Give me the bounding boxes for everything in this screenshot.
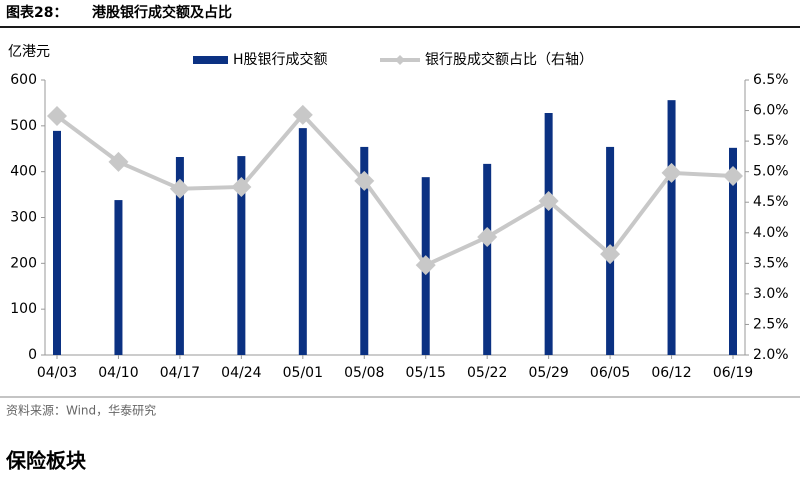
x-tick-label: 05/29 [528,365,568,381]
line-marker [108,151,129,172]
line-marker [231,176,252,197]
x-tick-label: 06/05 [590,365,630,381]
y2-tick-label: 6.0% [753,103,789,119]
bar [544,113,553,355]
bar [667,100,676,356]
y2-tick-label: 6.5% [753,72,789,88]
x-tick-label: 04/03 [37,365,77,381]
y2-tick-label: 4.0% [753,225,789,241]
y2-tick-label: 5.5% [753,133,789,149]
line-marker [47,106,67,127]
line-marker [415,255,436,276]
y2-tick-label: 3.0% [753,286,789,302]
y-tick-label: 600 [10,72,37,88]
bar [298,128,307,355]
legend-swatch [193,56,228,64]
x-tick-label: 05/01 [283,365,323,381]
y2-tick-label: 4.5% [753,194,789,210]
y-tick-label: 500 [10,118,37,134]
chart-title: 港股银行成交额及占比 [92,4,232,21]
line-marker [600,244,621,265]
line-marker [354,170,375,191]
y-tick-label: 300 [10,210,37,226]
line-marker [292,104,313,125]
x-tick-label: 04/24 [221,365,261,381]
y-axis-title: 亿港元 [8,44,50,60]
figure-label: 图表28： [6,4,67,21]
y2-tick-label: 3.5% [753,255,789,271]
section-title: 保险板块 [5,449,87,473]
x-tick-label: 06/12 [651,365,691,381]
y-tick-label: 0 [28,347,37,363]
line [55,111,734,268]
legend-label: 银行股成交额占比（右轴） [425,51,593,68]
legend-label: H股银行成交额 [233,51,328,68]
x-tick-label: 06/19 [713,365,753,381]
x-tick-label: 04/10 [98,365,138,381]
y2-tick-label: 2.5% [753,316,789,332]
x-tick-label: 04/17 [160,365,200,381]
bar [114,200,123,355]
line-marker [661,162,682,183]
y-tick-label: 200 [10,255,37,271]
bar [483,163,492,355]
line-marker [477,227,498,248]
bar [729,147,737,355]
y-tick-label: 400 [10,164,37,180]
legend-swatch [395,55,405,65]
y-tick-label: 100 [10,301,37,317]
bar [53,130,61,355]
bar [360,146,369,355]
y2-tick-label: 5.0% [753,164,789,180]
line-marker [723,165,743,186]
x-tick-label: 05/08 [344,365,384,381]
line-marker [538,191,559,211]
x-tick-label: 05/22 [467,365,507,381]
bar [175,157,184,355]
bar [237,156,246,355]
x-tick-label: 05/15 [406,365,446,381]
source: 资料来源：Wind，华泰研究 [6,403,156,418]
line-marker [169,178,190,199]
y2-tick-label: 2.0% [753,347,789,363]
